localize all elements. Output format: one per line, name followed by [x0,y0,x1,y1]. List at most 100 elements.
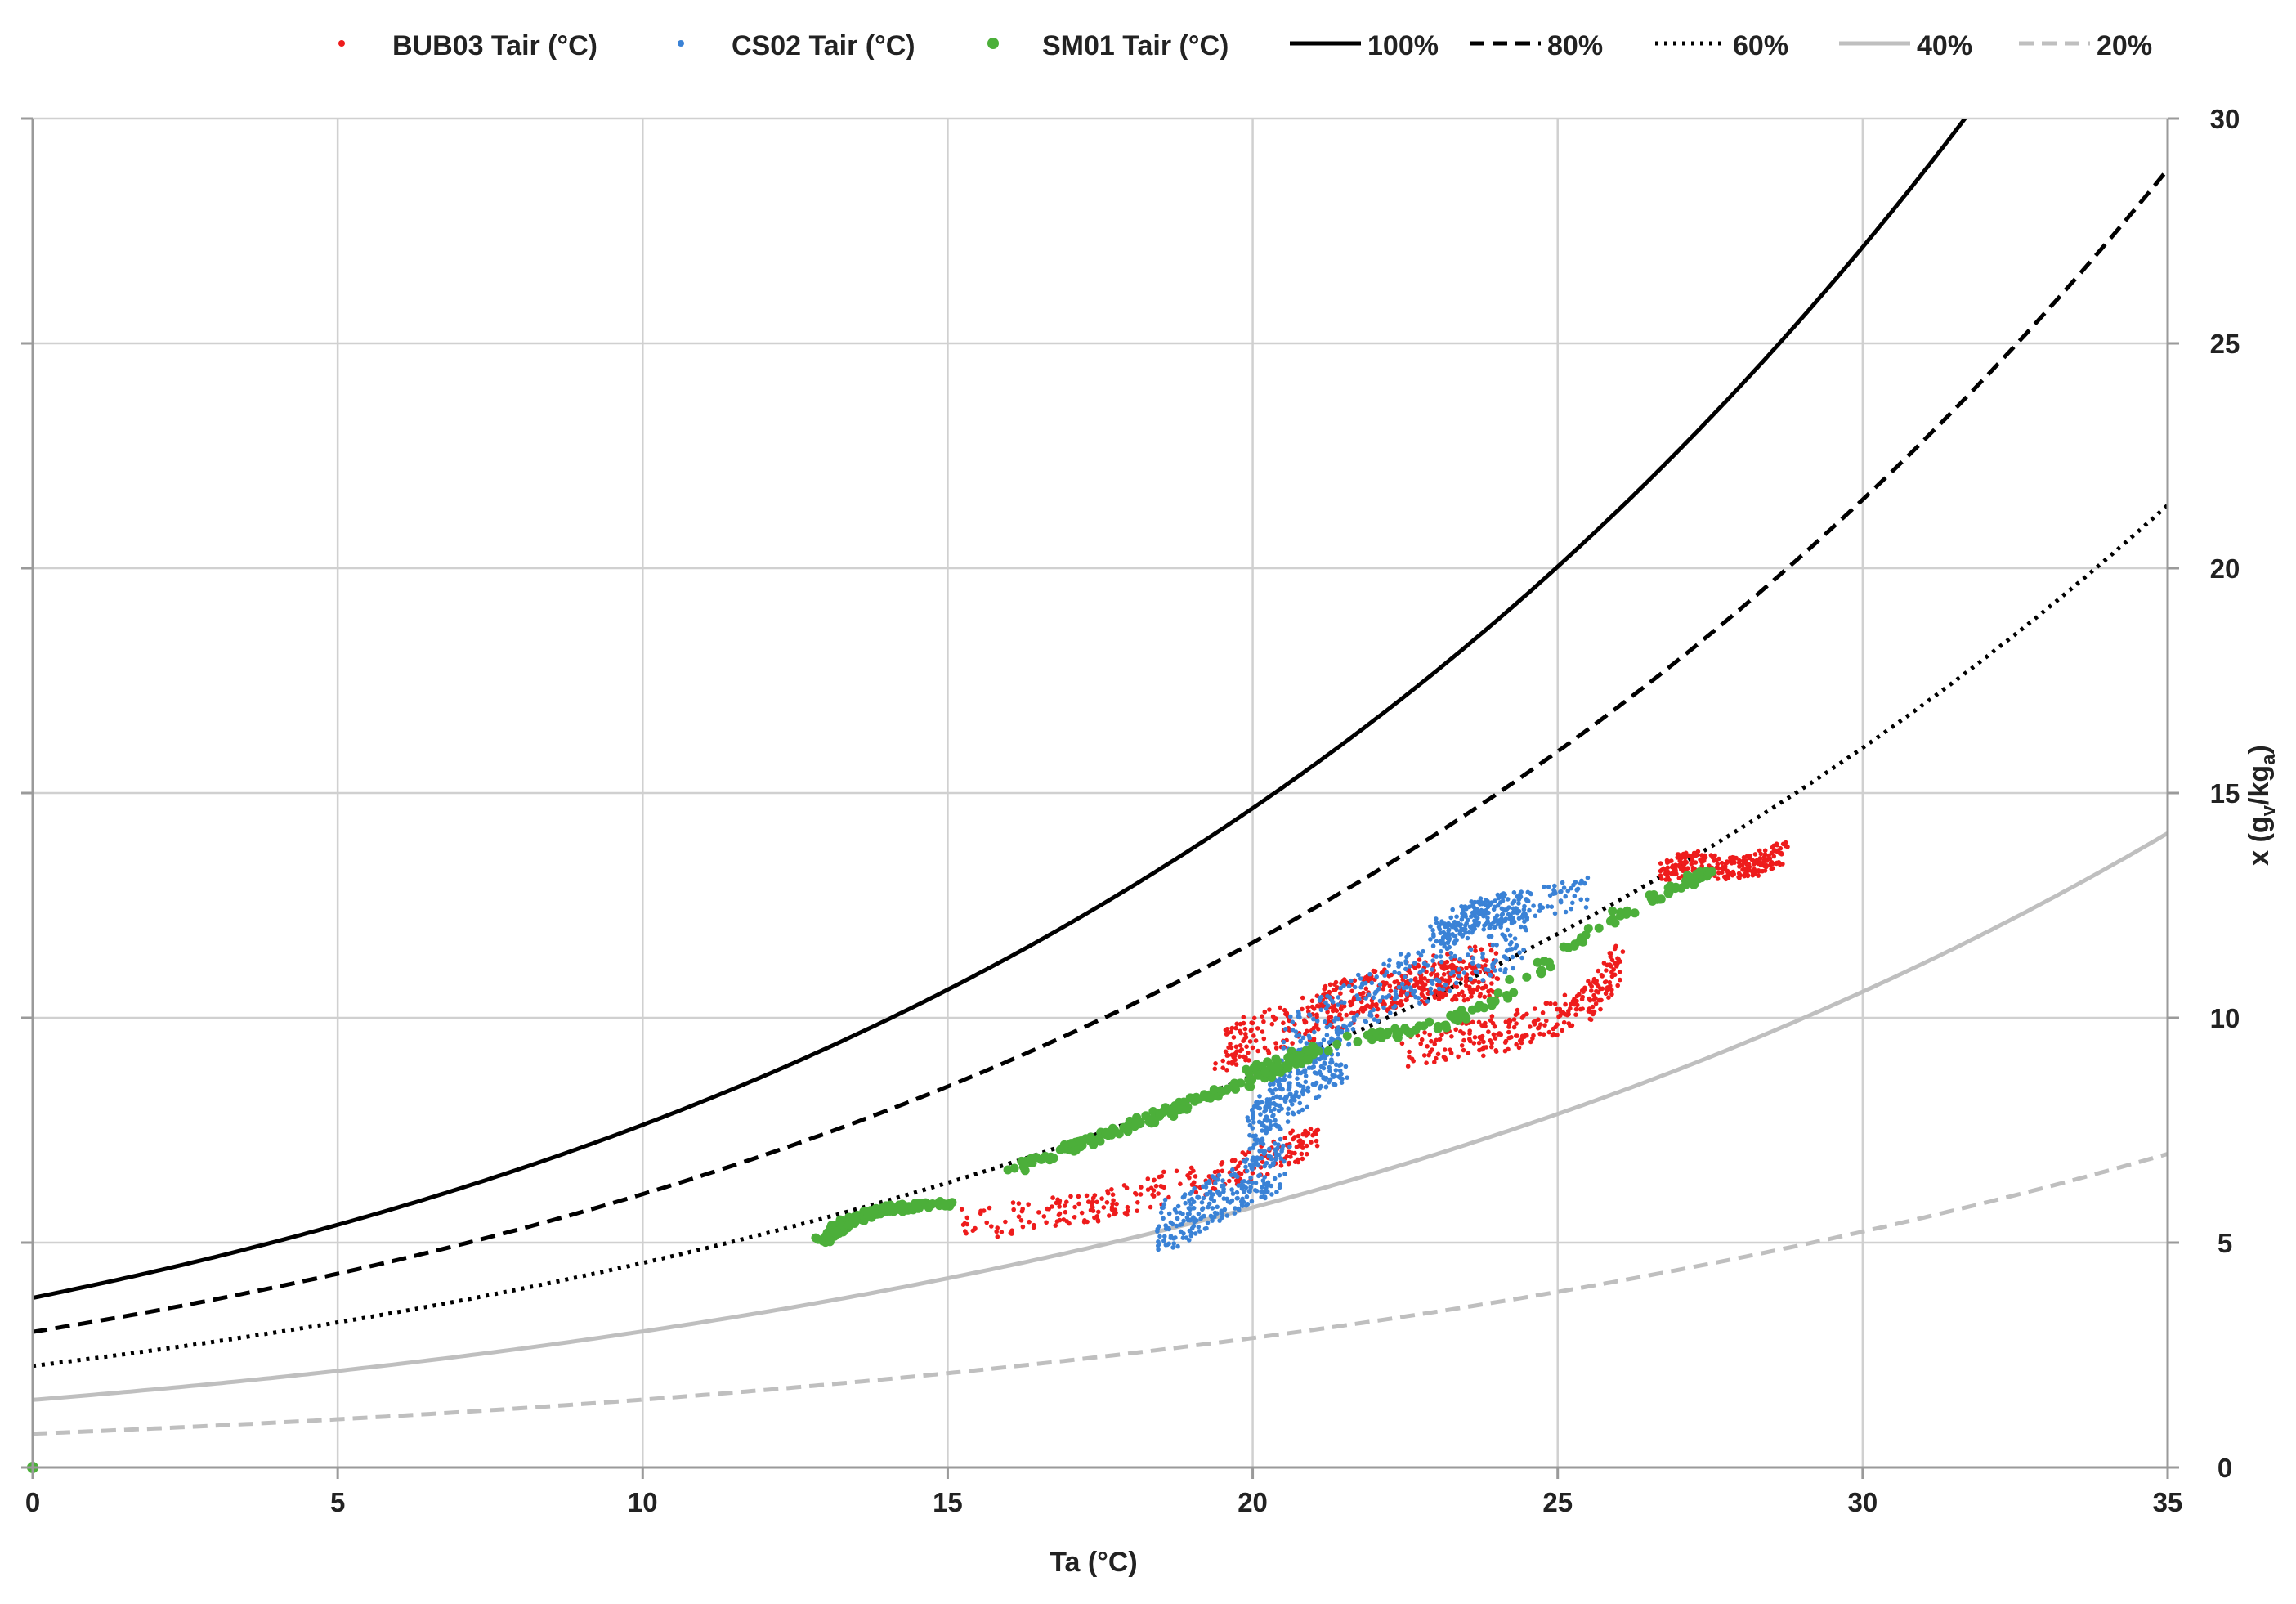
point-cs02-tair-c [1421,948,1425,954]
point-cs02-tair-c [1503,907,1508,913]
point-bub03-tair-c [1291,1136,1296,1142]
point-cs02-tair-c [1290,1019,1296,1024]
point-cs02-tair-c [1295,1076,1300,1081]
point-bub03-tair-c [1220,1058,1225,1064]
point-cs02-tair-c [1481,927,1486,932]
point-cs02-tair-c [1220,1215,1224,1221]
point-cs02-tair-c [1367,992,1372,997]
point-cs02-tair-c [1569,885,1573,891]
point-cs02-tair-c [1347,1022,1353,1028]
point-bub03-tair-c [1238,1030,1243,1036]
point-cs02-tair-c [1517,950,1522,955]
point-bub03-tair-c [1659,876,1664,881]
series-sm01-tair-c [811,867,1716,1248]
point-cs02-tair-c [1509,921,1515,926]
point-sm01-tair-c [1594,923,1604,933]
point-bub03-tair-c [1561,1019,1567,1025]
point-sm01-tair-c [1260,1068,1270,1078]
point-cs02-tair-c [1558,899,1564,905]
point-sm01-tair-c [862,1208,872,1218]
point-cs02-tair-c [1466,952,1470,957]
point-bub03-tair-c [1714,858,1719,863]
point-cs02-tair-c [1303,1073,1309,1078]
point-bub03-tair-c [1161,1169,1166,1175]
point-cs02-tair-c [1240,1203,1245,1208]
point-bub03-tair-c [1156,1191,1161,1196]
point-cs02-tair-c [1538,905,1543,910]
point-sm01-tair-c [1473,1003,1483,1013]
point-cs02-tair-c [1178,1210,1183,1216]
point-cs02-tair-c [1247,1122,1253,1128]
point-bub03-tair-c [1432,1042,1437,1046]
point-bub03-tair-c [1076,1201,1081,1207]
point-sm01-tair-c [1206,1093,1215,1103]
point-sm01-tair-c [1656,894,1666,904]
point-cs02-tair-c [1571,882,1576,888]
point-cs02-tair-c [1297,1100,1303,1106]
point-bub03-tair-c [984,1220,989,1225]
point-bub03-tair-c [1224,1068,1229,1073]
point-cs02-tair-c [1572,894,1578,898]
point-cs02-tair-c [1339,1071,1344,1077]
point-cs02-tair-c [1323,1006,1329,1011]
point-cs02-tair-c [1260,1185,1264,1190]
point-cs02-tair-c [1204,1225,1209,1231]
point-cs02-tair-c [1244,1194,1250,1199]
point-bub03-tair-c [1560,1028,1564,1033]
point-bub03-tair-c [1493,951,1499,956]
point-bub03-tair-c [1514,1042,1519,1047]
point-bub03-tair-c [1425,1044,1430,1049]
point-bub03-tair-c [1689,862,1694,867]
point-bub03-tair-c [1233,1062,1239,1067]
x-tick-label: 10 [628,1487,658,1517]
point-bub03-tair-c [1449,962,1455,968]
point-bub03-tair-c [1494,976,1500,981]
point-cs02-tair-c [1430,943,1436,948]
point-bub03-tair-c [1476,1019,1482,1025]
point-bub03-tair-c [1234,1049,1239,1054]
point-bub03-tair-c [1309,1140,1314,1145]
point-cs02-tair-c [1287,1073,1292,1079]
point-bub03-tair-c [1009,1228,1014,1233]
point-bub03-tair-c [1596,984,1601,989]
point-cs02-tair-c [1267,1087,1273,1093]
point-bub03-tair-c [1502,1040,1508,1045]
point-cs02-tair-c [1393,1004,1398,1009]
point-bub03-tair-c [1476,979,1481,985]
point-cs02-tair-c [1156,1239,1161,1244]
point-cs02-tair-c [1273,1118,1278,1123]
point-cs02-tair-c [1372,1017,1377,1022]
point-bub03-tair-c [1241,1015,1246,1019]
point-bub03-tair-c [1544,1018,1549,1024]
point-bub03-tair-c [1255,1026,1260,1031]
point-cs02-tair-c [1338,985,1343,991]
point-bub03-tair-c [1587,997,1593,1003]
point-cs02-tair-c [1276,1082,1282,1087]
point-cs02-tair-c [1448,988,1452,994]
point-sm01-tair-c [1403,1026,1412,1036]
point-bub03-tair-c [1775,860,1779,866]
point-cs02-tair-c [1296,1109,1301,1115]
rh-curve-100 [33,119,1968,1300]
point-sm01-tair-c [1503,993,1513,1003]
point-bub03-tair-c [1215,1169,1220,1174]
point-cs02-tair-c [1493,898,1497,903]
point-cs02-tair-c [1440,939,1445,943]
point-cs02-tair-c [1257,1172,1263,1178]
point-bub03-tair-c [1606,995,1611,1000]
point-bub03-tair-c [1236,1163,1241,1169]
point-bub03-tair-c [1189,1182,1195,1187]
point-bub03-tair-c [1229,1025,1235,1031]
point-cs02-tair-c [1210,1206,1215,1211]
point-cs02-tair-c [1457,974,1462,979]
point-bub03-tair-c [1242,1026,1248,1032]
point-cs02-tair-c [1480,951,1485,957]
point-cs02-tair-c [1197,1229,1202,1234]
point-cs02-tair-c [1358,976,1363,981]
point-cs02-tair-c [1278,1156,1283,1161]
point-cs02-tair-c [1327,1069,1332,1073]
point-bub03-tair-c [1134,1192,1139,1197]
point-cs02-tair-c [1193,1217,1198,1222]
point-cs02-tair-c [1296,1082,1301,1087]
